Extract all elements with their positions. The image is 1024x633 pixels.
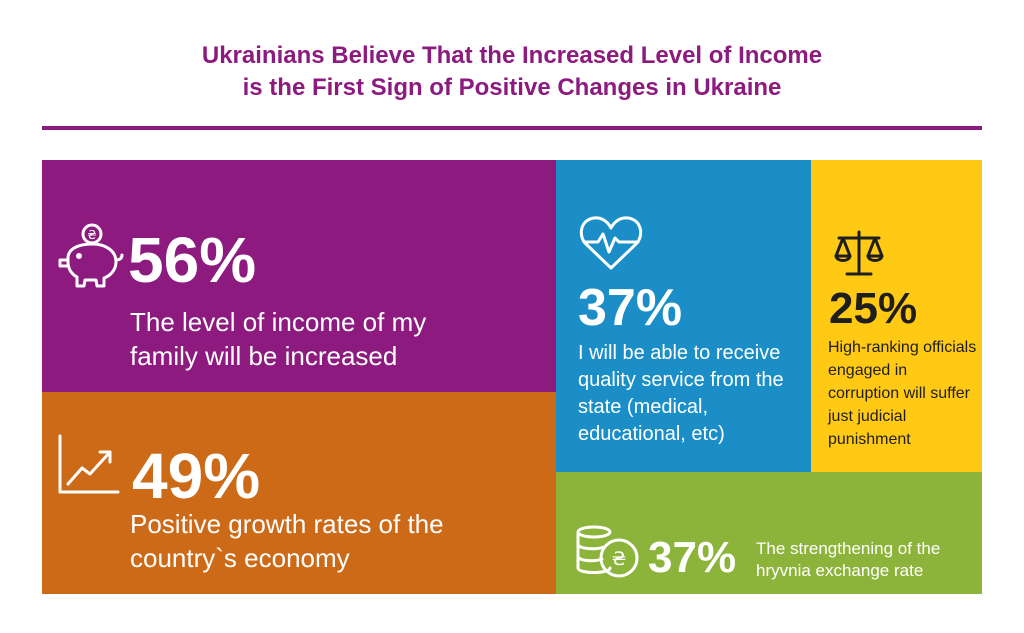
justice-percent: 25% <box>829 284 918 333</box>
hryvnia-tile: ₴ 37% The strengthening of the hryvnia e… <box>556 472 982 594</box>
justice-tile: 25% High-ranking officials engaged in co… <box>811 160 982 472</box>
piggy-bank-icon: ₴ <box>58 223 124 288</box>
scales-icon <box>834 230 884 276</box>
svg-text:₴: ₴ <box>612 548 627 570</box>
growth-percent: 49% <box>132 440 261 512</box>
income-percent: 56% <box>128 224 257 296</box>
title-line-1: Ukrainians Believe That the Increased Le… <box>201 42 823 69</box>
growth-chart-icon <box>58 434 120 494</box>
title-divider <box>42 126 982 130</box>
coins-icon: ₴ <box>576 525 639 578</box>
svg-text:₴: ₴ <box>87 228 96 242</box>
growth-description: Positive growth rates of the country`s e… <box>130 509 444 573</box>
page-title: Ukrainians Believe That the Increased Le… <box>0 40 1024 104</box>
service-description: I will be able to receive quality servic… <box>578 342 784 445</box>
heartbeat-icon <box>579 216 643 270</box>
service-tile: 37% I will be able to receive quality se… <box>556 160 811 472</box>
income-description: The level of income of my family will be… <box>130 307 427 371</box>
growth-tile: 49% Positive growth rates of the country… <box>42 392 556 594</box>
justice-description: High-ranking officials engaged in corrup… <box>828 339 977 448</box>
service-percent: 37% <box>578 279 683 337</box>
title-line-2: is the First Sign of Positive Changes in… <box>242 74 782 101</box>
hryvnia-description: The strengthening of the hryvnia exchang… <box>756 539 941 580</box>
hryvnia-percent: 37% <box>648 533 737 582</box>
income-tile: ₴ 56% The level of income of my family w… <box>42 160 556 392</box>
